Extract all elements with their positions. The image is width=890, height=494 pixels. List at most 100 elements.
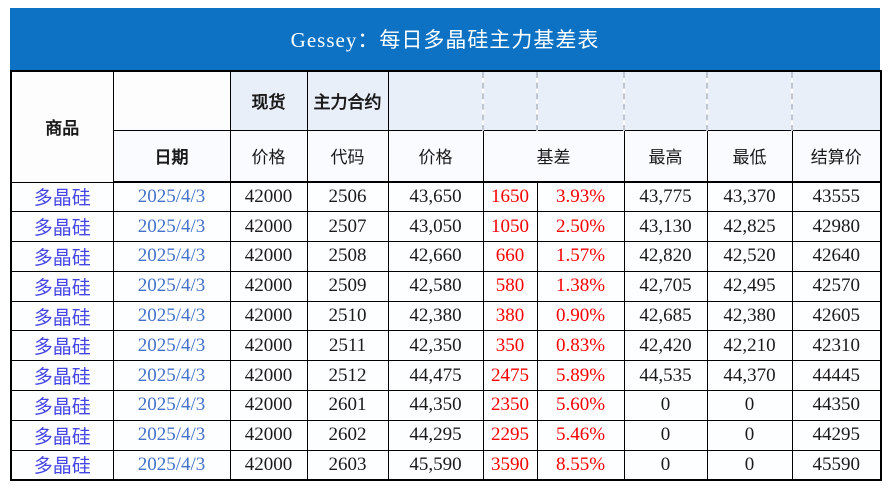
header-main-price: 价格 — [387, 129, 484, 183]
cell-commodity: 多晶硅 — [10, 181, 114, 213]
cell-spot-price: 42000 — [229, 390, 308, 421]
cell-spot-price: 42000 — [229, 211, 308, 243]
cell-commodity: 多晶硅 — [10, 390, 114, 421]
cell-high: 43,775 — [623, 181, 708, 213]
cell-main-price: 43,650 — [387, 181, 484, 213]
cell-low: 0 — [706, 390, 793, 421]
cell-high: 0 — [623, 390, 708, 421]
cell-basis-value: 660 — [482, 241, 538, 272]
cell-low: 42,495 — [706, 270, 793, 302]
cell-spot-price: 42000 — [229, 449, 308, 481]
cell-date: 2025/4/3 — [112, 419, 231, 451]
basis-table: 商品 现货 主力合约 日期 价格 代码 价格 基差 最高 最低 结算价 — [10, 70, 882, 481]
table-row: 多晶硅 2025/4/3 42000 2508 42,660 660 1.57%… — [10, 241, 882, 272]
cell-high: 44,535 — [623, 360, 708, 392]
cell-spot-price: 42000 — [229, 270, 308, 302]
cell-low: 43,370 — [706, 181, 793, 213]
basis-table-sheet: Gessey：每日多晶硅主力基差表 商品 现货 主力合约 日期 — [10, 8, 882, 481]
table-row: 多晶硅 2025/4/3 42000 2603 45,590 3590 8.55… — [10, 449, 882, 481]
cell-date: 2025/4/3 — [112, 211, 231, 243]
cell-basis-value: 350 — [482, 330, 538, 362]
header-high: 最高 — [623, 129, 708, 183]
cell-spot-price: 42000 — [229, 360, 308, 392]
table-body: 多晶硅 2025/4/3 42000 2506 43,650 1650 3.93… — [10, 181, 882, 481]
cell-settlement: 42570 — [791, 270, 882, 302]
cell-main-price: 45,590 — [387, 449, 484, 481]
cell-main-price: 42,380 — [387, 300, 484, 332]
cell-low: 42,520 — [706, 241, 793, 272]
cell-contract-code: 2506 — [306, 181, 389, 213]
cell-low: 44,370 — [706, 360, 793, 392]
cell-high: 0 — [623, 419, 708, 451]
cell-basis-value: 3590 — [482, 449, 538, 481]
cell-contract-code: 2511 — [306, 330, 389, 362]
cell-high: 43,130 — [623, 211, 708, 243]
header-merged-blank-3 — [536, 70, 625, 131]
table-row: 多晶硅 2025/4/3 42000 2601 44,350 2350 5.60… — [10, 390, 882, 421]
cell-main-price: 42,660 — [387, 241, 484, 272]
cell-basis-value: 380 — [482, 300, 538, 332]
header-basis: 基差 — [482, 129, 625, 183]
cell-main-price: 42,580 — [387, 270, 484, 302]
cell-settlement: 42310 — [791, 330, 882, 362]
cell-date: 2025/4/3 — [112, 360, 231, 392]
table-row: 多晶硅 2025/4/3 42000 2511 42,350 350 0.83%… — [10, 330, 882, 362]
cell-basis-value: 580 — [482, 270, 538, 302]
header-merged-blank-5 — [706, 70, 793, 131]
cell-low: 42,380 — [706, 300, 793, 332]
cell-basis-percent: 0.83% — [536, 330, 625, 362]
header-spot-price: 价格 — [229, 129, 308, 183]
header-code: 代码 — [306, 129, 389, 183]
header-main-contract: 主力合约 — [306, 70, 389, 131]
table-row: 多晶硅 2025/4/3 42000 2510 42,380 380 0.90%… — [10, 300, 882, 332]
cell-main-price: 43,050 — [387, 211, 484, 243]
cell-contract-code: 2602 — [306, 419, 389, 451]
cell-date: 2025/4/3 — [112, 390, 231, 421]
table-row: 多晶硅 2025/4/3 42000 2512 44,475 2475 5.89… — [10, 360, 882, 392]
cell-commodity: 多晶硅 — [10, 241, 114, 272]
cell-contract-code: 2507 — [306, 211, 389, 243]
cell-basis-percent: 8.55% — [536, 449, 625, 481]
cell-basis-value: 2475 — [482, 360, 538, 392]
cell-basis-percent: 0.90% — [536, 300, 625, 332]
header-merged-blank-2 — [482, 70, 538, 131]
cell-spot-price: 42000 — [229, 330, 308, 362]
header-low: 最低 — [706, 129, 793, 183]
cell-date: 2025/4/3 — [112, 449, 231, 481]
cell-contract-code: 2508 — [306, 241, 389, 272]
cell-settlement: 43555 — [791, 181, 882, 213]
cell-settlement: 42980 — [791, 211, 882, 243]
table-title: Gessey：每日多晶硅主力基差表 — [10, 8, 880, 70]
cell-basis-value: 1650 — [482, 181, 538, 213]
table-row: 多晶硅 2025/4/3 42000 2506 43,650 1650 3.93… — [10, 181, 882, 213]
header-merged-blank-4 — [623, 70, 708, 131]
header-date: 日期 — [112, 129, 231, 183]
cell-contract-code: 2512 — [306, 360, 389, 392]
table-row: 多晶硅 2025/4/3 42000 2507 43,050 1050 2.50… — [10, 211, 882, 243]
cell-commodity: 多晶硅 — [10, 300, 114, 332]
cell-contract-code: 2603 — [306, 449, 389, 481]
cell-spot-price: 42000 — [229, 300, 308, 332]
cell-commodity: 多晶硅 — [10, 211, 114, 243]
header-row-bottom: 日期 价格 代码 价格 基差 最高 最低 结算价 — [11, 129, 882, 183]
cell-commodity: 多晶硅 — [10, 419, 114, 451]
cell-basis-value: 1050 — [482, 211, 538, 243]
cell-low: 0 — [706, 419, 793, 451]
header-commodity: 商品 — [10, 70, 114, 183]
cell-high: 42,420 — [623, 330, 708, 362]
cell-contract-code: 2601 — [306, 390, 389, 421]
header-empty-cell — [112, 70, 231, 131]
cell-date: 2025/4/3 — [112, 270, 231, 302]
cell-basis-percent: 2.50% — [536, 211, 625, 243]
cell-settlement: 44295 — [791, 419, 882, 451]
cell-contract-code: 2509 — [306, 270, 389, 302]
header-spot: 现货 — [229, 70, 308, 131]
cell-commodity: 多晶硅 — [10, 330, 114, 362]
header-row-top: 商品 现货 主力合约 — [10, 70, 882, 183]
cell-commodity: 多晶硅 — [10, 360, 114, 392]
table-row: 多晶硅 2025/4/3 42000 2509 42,580 580 1.38%… — [10, 270, 882, 302]
cell-basis-percent: 5.89% — [536, 360, 625, 392]
cell-basis-value: 2350 — [482, 390, 538, 421]
header-merged-blank-1 — [387, 70, 484, 131]
cell-date: 2025/4/3 — [112, 300, 231, 332]
